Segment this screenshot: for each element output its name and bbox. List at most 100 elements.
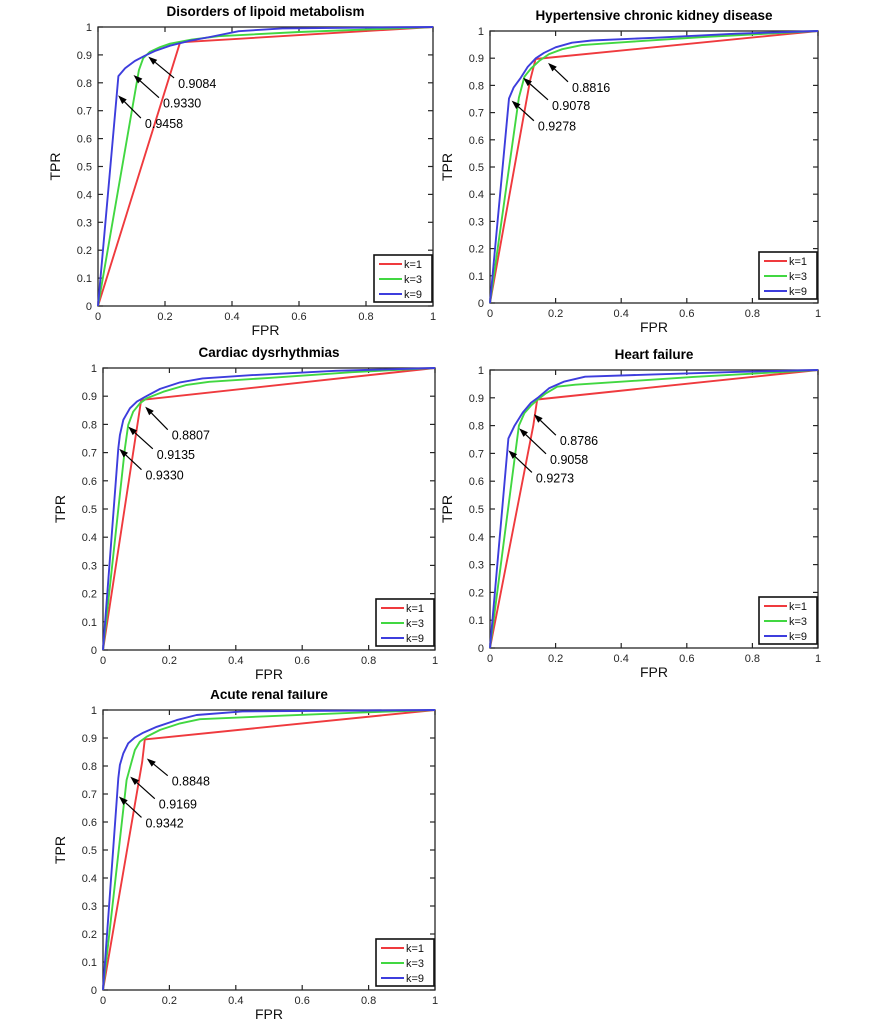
- y-tick-label: 0.1: [77, 273, 92, 285]
- annotation-arrow: [125, 802, 142, 818]
- roc-curve-k=3: [489, 30, 819, 304]
- y-tick-label: 0.3: [469, 560, 484, 572]
- annotation-arrow: [134, 432, 154, 450]
- auc-annotation: 0.9342: [145, 816, 183, 830]
- auc-annotation: 0.8816: [572, 81, 610, 95]
- y-tick-label: 0.6: [77, 134, 92, 146]
- x-axis-label: FPR: [640, 319, 668, 335]
- annotation-arrow: [517, 106, 535, 122]
- y-axis-label: TPR: [440, 495, 455, 523]
- annotation-arrowhead: [533, 414, 543, 423]
- annotation-arrow: [154, 61, 175, 79]
- y-tick-label: 0.2: [82, 929, 97, 941]
- roc-curve-k=9: [102, 367, 436, 651]
- x-tick-label: 0.4: [614, 308, 629, 320]
- x-tick-label: 0.8: [361, 995, 376, 1007]
- annotation-arrow: [125, 454, 142, 471]
- x-tick-label: 0: [100, 995, 106, 1007]
- roc-curve-k=1: [489, 369, 819, 649]
- roc-curve-k=3: [97, 26, 434, 307]
- legend-label: k=9: [789, 631, 807, 643]
- x-tick-label: 0.8: [358, 311, 373, 323]
- x-tick-label: 1: [430, 311, 436, 323]
- y-tick-label: 0.6: [82, 817, 97, 829]
- y-tick-label: 0.2: [82, 589, 97, 601]
- y-tick-label: 0.7: [77, 106, 92, 118]
- y-tick-label: 0.9: [469, 393, 484, 405]
- x-tick-label: 0: [487, 653, 493, 665]
- x-axis-label: FPR: [252, 322, 280, 338]
- plot-title: Disorders of lipoid metabolism: [166, 4, 364, 19]
- legend-label: k=1: [789, 256, 807, 268]
- roc-plot-acute-renal-failure: Acute renal failure 0 0.2 0.4 0.6 0.8 1 0 0.1 0.2…: [52, 690, 438, 1022]
- annotation-arrowhead: [146, 758, 156, 767]
- annotation-arrowhead: [130, 776, 140, 786]
- auc-annotation: 0.9330: [163, 97, 201, 111]
- y-tick-label: 0.3: [82, 901, 97, 913]
- annotation-arrow: [525, 434, 547, 455]
- x-tick-label: 0.2: [162, 655, 177, 667]
- roc-curve-k=1: [102, 709, 436, 991]
- legend-label: k=9: [789, 286, 807, 298]
- x-tick-label: 0.2: [157, 311, 172, 323]
- y-tick-label: 0.5: [82, 504, 97, 516]
- auc-annotation: 0.9330: [145, 469, 183, 483]
- legend-label: k=3: [789, 616, 807, 628]
- roc-curve-k=1: [489, 30, 819, 304]
- auc-annotation: 0.8786: [560, 434, 598, 448]
- auc-annotation: 0.9169: [159, 798, 197, 812]
- x-tick-label: 0.6: [679, 653, 694, 665]
- annotation-arrow: [124, 101, 142, 119]
- y-tick-label: 0.9: [469, 53, 484, 65]
- roc-curve-k=9: [102, 709, 436, 991]
- roc-curve-k=3: [102, 367, 436, 651]
- x-tick-label: 0.8: [361, 655, 376, 667]
- annotation-arrow: [139, 80, 160, 99]
- x-tick-label: 0.4: [614, 653, 629, 665]
- x-tick-label: 0.6: [679, 308, 694, 320]
- annotation-arrowhead: [548, 62, 557, 72]
- annotation-arrowhead: [128, 426, 138, 436]
- annotation-arrow: [153, 763, 169, 777]
- annotation-arrow: [136, 782, 156, 800]
- x-tick-label: 0: [487, 308, 493, 320]
- y-tick-label: 1: [91, 363, 97, 375]
- annotation-arrow: [540, 419, 557, 436]
- auc-annotation: 0.9278: [538, 120, 576, 134]
- y-tick-label: 0.1: [82, 617, 97, 629]
- y-tick-label: 0.5: [82, 845, 97, 857]
- y-tick-label: 0.4: [82, 873, 97, 885]
- y-tick-label: 0.4: [469, 189, 484, 201]
- y-axis-label: TPR: [440, 153, 455, 181]
- x-tick-label: 0.6: [295, 655, 310, 667]
- y-tick-label: 0: [91, 645, 97, 657]
- roc-curve-k=9: [97, 26, 434, 307]
- x-axis-label: FPR: [255, 1006, 283, 1022]
- y-axis-label: TPR: [52, 836, 68, 864]
- y-tick-label: 0.7: [82, 789, 97, 801]
- legend-label: k=3: [404, 274, 422, 286]
- x-tick-label: 0.4: [228, 995, 243, 1007]
- auc-annotation: 0.8807: [172, 429, 210, 443]
- y-tick-label: 1: [478, 26, 484, 38]
- roc-curve-k=9: [489, 30, 819, 304]
- y-tick-label: 0.1: [82, 957, 97, 969]
- y-tick-label: 0.9: [82, 391, 97, 403]
- y-tick-label: 0.6: [469, 135, 484, 147]
- auc-annotation: 0.8848: [172, 775, 210, 789]
- y-tick-label: 0.6: [469, 476, 484, 488]
- plot-title: Heart failure: [615, 347, 694, 362]
- annotation-arrowhead: [133, 74, 143, 84]
- annotation-arrowhead: [523, 77, 532, 87]
- y-tick-label: 0: [478, 643, 484, 655]
- roc-plot-disorders-of-lipoid-metabolism: Disorders of lipoid metabolism 0 0.2 0.4 0.6…: [47, 4, 436, 338]
- x-tick-label: 1: [815, 653, 821, 665]
- plot-title: Hypertensive chronic kidney disease: [535, 8, 773, 23]
- x-tick-label: 0.4: [228, 655, 243, 667]
- x-tick-label: 0.6: [295, 995, 310, 1007]
- y-tick-label: 0.5: [469, 504, 484, 516]
- roc-curve-k=3: [102, 709, 436, 991]
- x-tick-label: 1: [815, 308, 821, 320]
- y-tick-label: 1: [86, 22, 92, 34]
